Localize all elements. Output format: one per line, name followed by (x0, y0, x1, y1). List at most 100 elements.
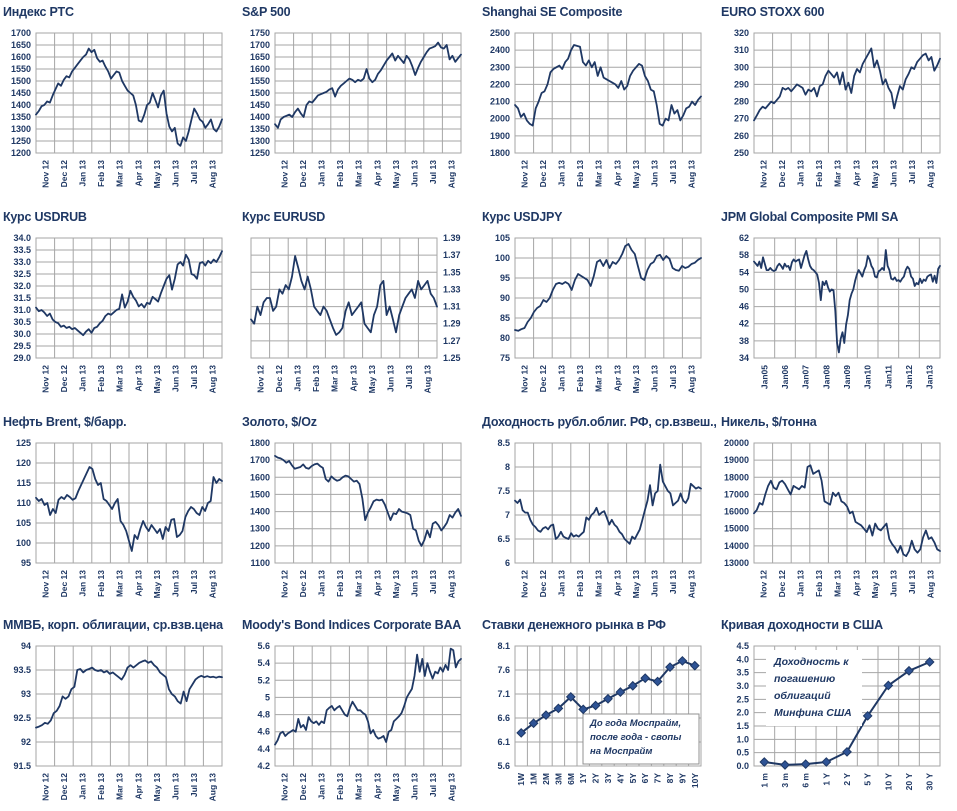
y-tick-label: 13000 (724, 558, 749, 568)
x-tick-label: Jan12 (904, 365, 914, 389)
x-tick-label: Mar 13 (115, 365, 125, 392)
y-tick-label: 100 (16, 538, 31, 548)
x-tick-label: Jun 13 (650, 570, 660, 597)
y-tick-label: 6.6 (497, 713, 510, 723)
x-tick-label: 2M (541, 773, 551, 785)
y-tick-label: 1.0 (736, 734, 749, 744)
data-point-marker (590, 700, 601, 711)
x-tick-label: 4Y (615, 773, 625, 784)
x-tick-label: 1 Y (821, 773, 831, 786)
x-tick-label: Apr 13 (372, 773, 382, 800)
y-tick-label: 30.5 (13, 317, 31, 327)
y-tick-label: 4.2 (257, 761, 270, 771)
y-tick-label: 8.1 (497, 641, 510, 651)
x-tick-label: 1Y (578, 773, 588, 784)
y-tick-label: 7.1 (497, 689, 510, 699)
x-tick-label: Jun 13 (410, 570, 420, 597)
data-point-marker (615, 687, 626, 697)
y-tick-label: 19000 (724, 455, 749, 465)
x-tick-label: Apr 13 (851, 160, 861, 187)
x-tick-label: Jan 13 (78, 160, 88, 187)
chart-canvas-shanghai-composite: 1800 1900 2000 2100 2200 2300 2400 2500 Nov 12 De… (490, 28, 702, 188)
chart-gold: Золото, $/Oz 1100 1200 1300 1400 1500 1600 1700… (239, 410, 479, 613)
y-tick-label: 250 (734, 148, 749, 158)
x-tick-label: Feb 13 (96, 773, 106, 800)
chart-ru-money-rates: Ставки денежного рынка в РФ 5.6 6.1 6.6 7.1 7… (479, 613, 718, 811)
y-tick-label: 1650 (250, 52, 270, 62)
data-point-marker (528, 718, 539, 729)
data-series-line (753, 464, 941, 557)
y-tick-label: 5.6 (497, 761, 510, 771)
y-tick-label: 1300 (250, 136, 270, 146)
chart-title-moodys-baa: Moody's Bond Indices Corporate BAA (242, 618, 462, 632)
y-tick-label: 2200 (490, 79, 510, 89)
x-tick-label: Nov 12 (279, 773, 289, 801)
x-tick-label: Apr 13 (133, 365, 143, 392)
y-tick-label: 1700 (250, 40, 270, 50)
x-tick-label: Nov 12 (279, 570, 289, 598)
x-tick-label: Jun 13 (650, 365, 660, 392)
y-tick-label: 1550 (250, 76, 270, 86)
y-tick-label: 95 (21, 558, 31, 568)
y-tick-label: 15000 (724, 524, 749, 534)
y-tick-label: 105 (16, 518, 31, 528)
x-tick-label: 30 Y (925, 773, 935, 791)
data-series-line (753, 249, 941, 354)
y-tick-label: 2300 (490, 62, 510, 72)
chart-sp500: S&P 500 1250 1300 1350 1400 1450 1500 1550 1600 1… (239, 0, 479, 205)
data-point-marker (904, 665, 914, 676)
data-point-marker (821, 757, 832, 767)
data-point-marker (842, 746, 852, 757)
x-tick-label: Jan 13 (78, 570, 88, 597)
y-tick-label: 1600 (250, 64, 270, 74)
data-point-marker (665, 662, 675, 673)
chart-canvas-ru-bond-yield: 6 6.5 7 7.5 8 8.5 Nov 12 Dec 12 Jan 13 Feb 13 Mar … (497, 438, 702, 598)
x-tick-label: 9Y (677, 773, 687, 784)
x-tick-label: 6M (566, 773, 576, 785)
x-tick-label: Aug 13 (687, 365, 697, 394)
y-tick-label: 290 (734, 79, 749, 89)
data-series-line (35, 466, 223, 552)
x-tick-label: 8Y (665, 773, 675, 784)
y-tick-label: 1250 (250, 148, 270, 158)
chart-title-micex-corp-bonds: ММВБ, корп. облигации, ср.взв.цена (3, 618, 223, 632)
y-tick-label: 90 (500, 293, 510, 303)
x-tick-label: Apr 13 (133, 570, 143, 597)
x-tick-label: Jan08 (821, 365, 831, 389)
x-tick-label: Jan13 (925, 365, 935, 389)
y-tick-label: 105 (495, 233, 510, 243)
chart-title-jpm-global-pmi: JPM Global Composite PMI SA (721, 210, 899, 224)
x-tick-label: May 13 (152, 365, 162, 394)
x-tick-label: Mar 13 (115, 773, 125, 800)
chart-canvas-moodys-baa: 4.2 4.4 4.6 4.8 5 5.2 5.4 5.6 Nov 12 Dec 12 Jan 13… (257, 641, 462, 801)
y-tick-label: 85 (500, 313, 510, 323)
x-tick-label: Mar 13 (354, 773, 364, 800)
y-tick-label: 2.0 (736, 708, 749, 718)
y-tick-label: 91.5 (13, 761, 31, 771)
x-tick-label: Apr 13 (612, 365, 622, 392)
x-tick-label: Dec 12 (538, 570, 548, 598)
y-tick-label: 280 (734, 97, 749, 107)
data-series-line (514, 463, 702, 545)
y-tick-label: 5.4 (257, 658, 270, 668)
y-tick-label: 1.5 (736, 721, 749, 731)
y-tick-label: 58 (739, 250, 749, 260)
data-series-line (35, 659, 223, 729)
x-tick-label: Dec 12 (59, 570, 69, 598)
x-tick-label: Feb 13 (96, 160, 106, 187)
y-tick-label: 30.0 (13, 329, 31, 339)
chart-brent-oil: Нефть Brent, $/барр. 95 100 105 110 115 120 125… (0, 410, 239, 613)
y-tick-label: 2400 (490, 45, 510, 55)
y-tick-label: 1100 (250, 558, 270, 568)
y-tick-label: 0.5 (736, 748, 749, 758)
x-tick-label: Jun 13 (171, 570, 181, 597)
x-tick-label: May 13 (870, 160, 880, 189)
data-point-marker (862, 710, 873, 721)
y-tick-label: 6.5 (497, 534, 510, 544)
x-tick-label: Jan 13 (317, 160, 327, 187)
data-point-marker (689, 660, 700, 671)
x-tick-label: Jun 13 (386, 365, 396, 392)
y-tick-label: 92 (21, 737, 31, 747)
x-tick-label: Jan 13 (78, 773, 88, 800)
x-tick-label: Apr 13 (372, 570, 382, 597)
